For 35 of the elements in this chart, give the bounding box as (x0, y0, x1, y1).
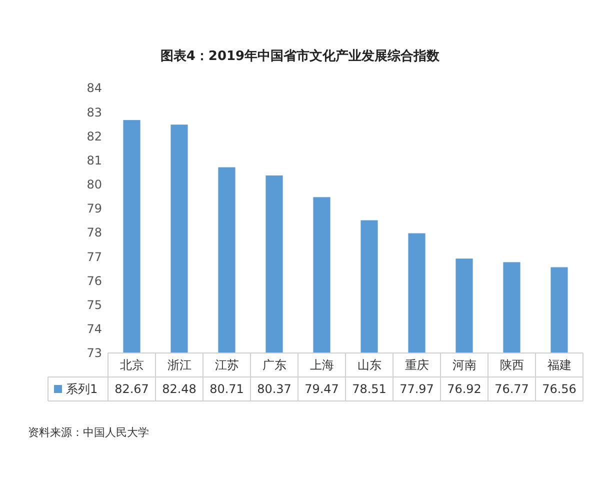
data-label: 80.37 (257, 382, 292, 396)
data-label: 78.51 (352, 382, 386, 396)
y-tick-label: 79 (86, 202, 102, 216)
y-tick-label: 74 (86, 322, 102, 336)
x-tick-label: 北京 (120, 358, 144, 372)
y-tick-label: 83 (86, 105, 102, 120)
chart-title: 图表4：2019年中国省市文化产业发展综合指数 (160, 48, 441, 64)
x-tick-label: 陕西 (500, 358, 524, 372)
x-tick-label: 山东 (357, 358, 382, 372)
y-tick-label: 84 (86, 81, 102, 96)
y-tick-label: 82 (86, 129, 102, 144)
legend-label: 系列1 (66, 382, 98, 396)
data-label: 77.97 (400, 382, 434, 396)
x-tick-label: 浙江 (167, 358, 192, 372)
y-tick-label: 78 (86, 226, 102, 240)
y-tick-label: 80 (86, 178, 102, 192)
y-tick-label: 75 (86, 298, 102, 312)
text: 资料来源：中国人民大学 (28, 426, 149, 439)
x-tick-label: 广东 (262, 358, 286, 372)
data-label: 82.67 (114, 382, 149, 396)
x-tick-label: 河南 (452, 358, 476, 372)
x-tick-label: 重庆 (404, 358, 429, 372)
data-label: 80.71 (210, 382, 244, 396)
y-tick-label: 76 (86, 274, 102, 288)
data-label: 79.47 (304, 382, 339, 396)
data-label: 76.56 (542, 382, 576, 396)
y-tick-label: 77 (86, 250, 102, 264)
data-label: 76.77 (494, 382, 529, 396)
data-label: 82.48 (162, 382, 196, 396)
x-tick-label: 江苏 (214, 358, 239, 372)
y-tick-label: 81 (86, 153, 102, 168)
data-label: 76.92 (447, 382, 482, 396)
x-tick-label: 上海 (310, 358, 334, 372)
x-tick-label: 福建 (547, 358, 572, 372)
y-tick-label: 73 (86, 346, 102, 360)
